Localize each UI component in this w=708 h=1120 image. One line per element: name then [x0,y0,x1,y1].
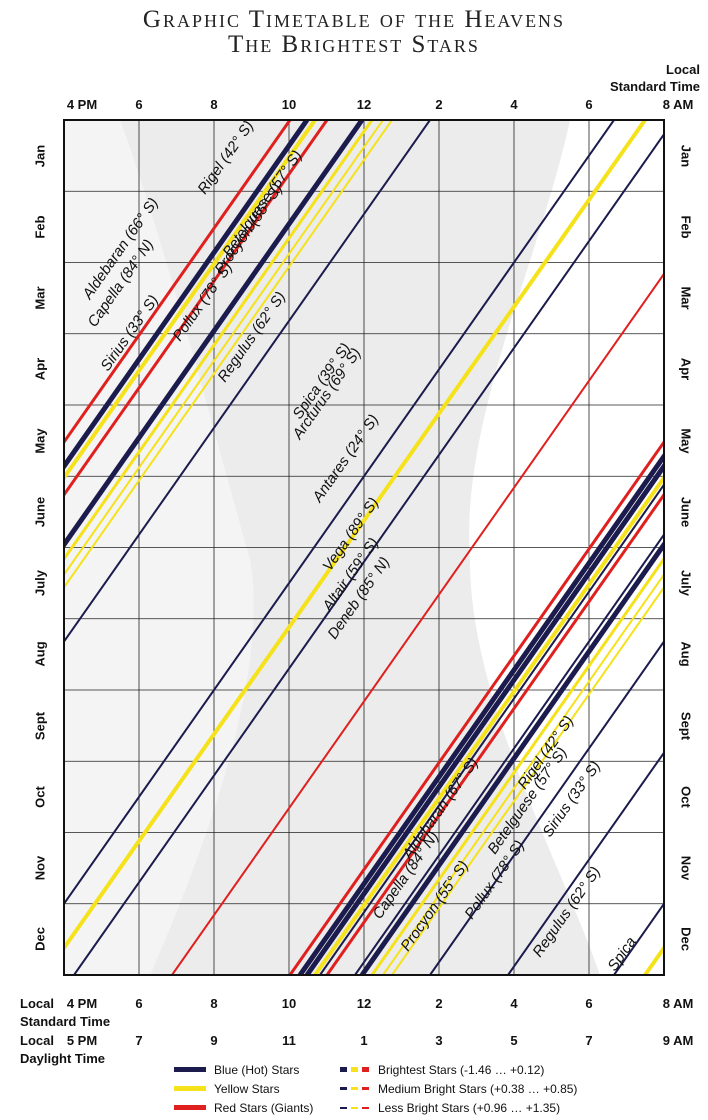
bottom-standard-caption-2: Standard Time [20,1014,111,1029]
legend-brightest-swatch [340,1067,369,1072]
vega-line-wrap [297,451,664,975]
betelguese-line [325,492,664,975]
legend-blue-swatch [174,1067,206,1072]
pollux-line-wrap-2 [64,120,393,590]
legend-less-swatch [340,1107,369,1109]
bottom-daylight-tick-3: 11 [282,1033,296,1048]
legend-medium-swatch [340,1087,369,1090]
star-label-lower-8: Spica [604,934,639,974]
top-tick-2: 8 [210,97,218,112]
top-tick-7: 6 [585,97,593,112]
plot-frame [63,119,665,976]
bottom-standard-tick-4: 12 [356,996,372,1011]
regulus-line [429,639,664,975]
aldebaran-line [288,439,664,975]
title-line-1: Graphic Timetable of the Heavens [142,6,566,33]
bottom-standard-tick-5: 2 [435,996,443,1011]
top-tick-4: 12 [356,97,372,112]
bottom-daylight-caption: Local [20,1033,54,1048]
bottom-daylight-tick-7: 7 [585,1033,593,1048]
bottom-daylight-caption-2: Daylight Time [20,1051,106,1066]
legend-red-swatch [174,1105,206,1110]
bottom-standard-caption: Local [20,996,54,1011]
legend-red-label: Red Stars (Giants) [214,1101,314,1115]
capella-line [313,474,664,975]
bottom-daylight-tick-6: 5 [510,1033,518,1048]
top-tick-0: 4 PM [66,97,98,112]
bottom-daylight-tick-2: 9 [210,1033,218,1048]
top-caption-line-2: Standard Time [609,79,700,94]
sirius-line [359,540,664,975]
bottom-daylight-tick-8: 9 AM [662,1033,694,1048]
legend-yellow-swatch [174,1086,206,1091]
bottom-daylight-tick-4: 1 [360,1033,368,1048]
procyon-line [370,556,664,975]
bottom-daylight-tick-1: 7 [135,1033,143,1048]
bottom-daylight-tick-5: 3 [435,1033,443,1048]
legend-blue-label: Blue (Hot) Stars [214,1063,300,1077]
rigel-line-wrap [64,120,310,471]
title-line-2: The Brightest Stars [228,31,480,58]
altair-line-wrap [319,483,664,975]
rigel-line [304,461,664,975]
legend-brightest-label: Brightest Stars (-1.46 … +0.12) [378,1063,545,1077]
bottom-standard-tick-2: 8 [210,996,218,1011]
spica-line-wrap [64,120,615,906]
top-tick-8: 8 AM [662,97,694,112]
aldebaran-line-wrap [64,120,292,445]
legend-less-label: Less Bright Stars (+0.96 … +1.35) [378,1101,561,1115]
betelguese-line-wrap [64,120,329,498]
plot-area: Aldebaran (66° S)Rigel (42° S)Betelguese… [64,120,708,975]
top-tick-3: 10 [281,97,297,112]
arcturus-line-wrap-2 [73,132,664,975]
procyon-line-wrap [64,120,374,562]
pollux-line-2 [391,585,664,975]
spica-lower-line [507,750,664,975]
bottom-standard-tick-8: 8 AM [662,996,694,1011]
top-tick-5: 2 [435,97,443,112]
arcturus-line-2 [674,120,708,975]
bottom-standard-tick-7: 6 [585,996,593,1011]
bottom-standard-tick-3: 10 [281,996,297,1011]
capella-line-wrap [64,120,317,482]
top-tick-6: 4 [510,97,518,112]
top-tick-1: 6 [135,97,143,112]
bottom-standard-tick-0: 4 PM [66,996,98,1011]
arcturus-line-wrap [64,120,647,952]
star-lines [64,120,708,975]
antares-line-wrap [171,272,664,975]
pollux-line [382,572,664,975]
bottom-daylight-tick-0: 5 PM [66,1033,98,1048]
top-caption-line-1: Local [666,62,700,77]
legend-swatches [174,1067,369,1110]
bottom-standard-tick-1: 6 [135,996,143,1011]
legend-yellow-label: Yellow Stars [214,1082,280,1096]
sirius-line-wrap [64,120,365,550]
regulus-line-wrap [64,120,431,644]
pollux-line-wrap [64,120,384,577]
bottom-standard-tick-6: 4 [510,996,518,1011]
legend-medium-label: Medium Bright Stars (+0.38 … +0.85) [378,1082,578,1096]
deneb-line-wrap [354,532,664,975]
